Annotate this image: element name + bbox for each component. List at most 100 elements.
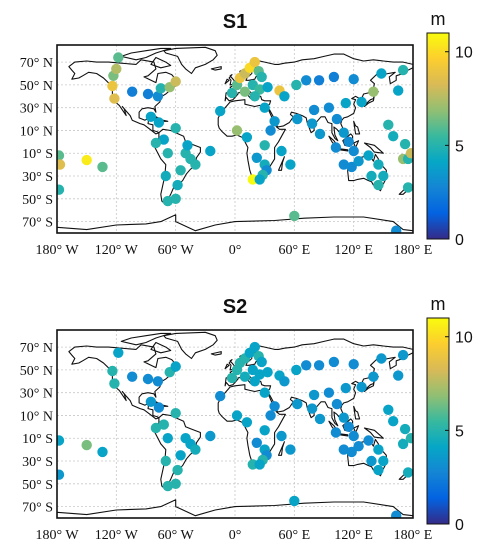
coastline [353,120,361,135]
colorbar-tick-label: 0 [455,232,464,249]
station-marker [331,113,343,125]
coastline [57,214,413,233]
station-marker [153,117,165,128]
station-marker [109,378,120,389]
station-marker [338,127,349,138]
station-marker [259,140,270,151]
station-marker [81,154,92,166]
station-marker [373,179,384,191]
station-marker [378,455,389,467]
station-marker [353,156,364,167]
coastline [163,46,218,75]
station-marker [405,148,413,159]
station-marker [301,360,312,371]
station-marker [308,104,320,116]
station-marker [190,444,201,455]
station-marker [393,370,404,381]
colorbar-tick-label: 5 [455,138,464,155]
x-tick-labels-s1: 180° W 120° W 60° W 0° 60° E 120° E 180° E [35,243,432,258]
y-tick-label: 50° S [22,193,53,208]
x-tick-label: 180° W [35,528,79,543]
y-tick-label: 50° S [22,478,53,493]
y-tick-label: 10° N [20,409,53,424]
station-marker [314,128,326,140]
station-marker [348,359,359,370]
station-marker [323,102,335,113]
coastline [120,332,172,346]
y-tick-label: 30° N [20,387,53,402]
station-marker [57,159,66,170]
station-marker [269,401,280,412]
station-marker [249,91,260,102]
station-marker [160,455,171,467]
y-tick-label: 10° S [22,432,53,447]
station-marker [346,161,357,173]
colorbar-s1: m 0 5 10 [426,9,473,249]
station-marker [170,478,181,489]
station-marker [356,96,367,108]
station-marker [306,118,318,129]
station-marker [269,116,280,127]
station-marker [172,179,183,191]
station-marker [152,91,164,102]
coastline [363,427,384,439]
coastline [120,47,172,61]
station-marker [155,83,166,94]
station-marker [363,435,374,446]
coastline [217,384,286,468]
station-marker [285,444,296,455]
station-marker [348,145,359,157]
station-marker [170,76,181,87]
station-marker [175,450,186,461]
station-marker [279,91,290,102]
station-marker [348,74,359,85]
station-marker [150,422,162,434]
station-marker [57,469,65,480]
station-marker [291,364,302,376]
station-marker [215,390,226,402]
station-marker [366,170,377,182]
station-marker [338,159,349,170]
coastline [224,363,230,370]
panel-s1: S1 70° N50° N30° N10° N10° S30° S50° S70… [20,9,473,258]
station-marker [301,75,312,86]
station-marker [256,71,267,83]
station-marker [249,341,260,353]
station-marker [254,174,265,185]
colorbar-s2: m 0 5 10 [426,294,473,534]
station-marker [251,437,262,448]
station-marker [249,56,260,68]
x-tick-label: 60° E [279,528,311,543]
station-marker [259,387,270,398]
station-marker [226,372,238,384]
station-marker [127,371,138,382]
map-grid-s2 [56,330,414,518]
station-marker [391,510,402,518]
coastline [217,99,286,183]
station-marker [363,150,374,161]
y-tick-label: 50° N [20,364,53,379]
station-marker [251,152,262,163]
y-tick-labels-s1: 70° N 50° N 30° N 10° N 10° S 30° S 50° S 70° S [20,56,53,231]
station-marker [391,225,402,233]
station-marker [340,382,351,394]
station-marker [373,159,384,170]
station-marker [291,79,302,91]
coastline [353,140,360,149]
x-tick-label: 0° [229,528,242,543]
x-tick-label: 120° W [95,528,139,543]
station-marker [276,430,287,442]
coastline [224,78,230,85]
station-marker [368,86,379,97]
coastline [277,156,285,171]
coastline [210,351,222,356]
x-tick-label: 0° [229,243,242,258]
station-marker [308,389,320,401]
station-marker [259,425,270,436]
x-tick-labels-s2: 180° W 120° W 60° W 0° 60° E 120° E 180° E [35,528,432,543]
station-marker [107,365,118,377]
station-marker [376,353,387,364]
y-tick-label: 70° S [22,216,53,231]
station-marker [162,433,173,444]
